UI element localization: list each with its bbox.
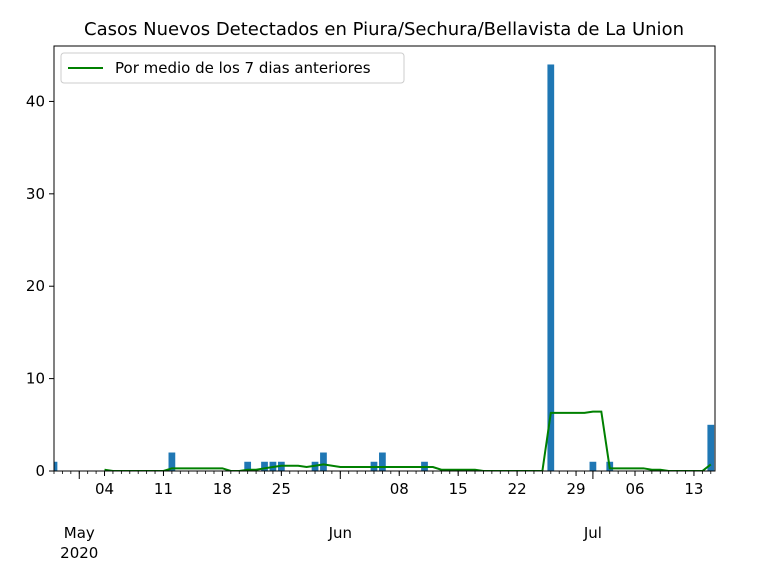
chart-title: Casos Nuevos Detectados en Piura/Sechura…	[84, 19, 684, 40]
bar-series	[54, 64, 715, 471]
bar-2020-07-15	[707, 424, 715, 471]
line-series	[104, 410, 712, 471]
x-month-label-2020-06-01: Jun	[328, 524, 352, 542]
bar-2020-06-06	[379, 452, 386, 471]
x-month-label-2020-07-01: Jul	[583, 524, 602, 542]
x-year-label: 2020	[60, 544, 98, 562]
y-tick-label-0: 0	[35, 462, 45, 480]
y-tick-label-30: 30	[26, 185, 45, 203]
legend-label: Por medio de los 7 dias anteriores	[115, 59, 371, 77]
x-tick-label-2020-05-04: 04	[95, 480, 114, 498]
x-tick-label-2020-05-18: 18	[213, 480, 232, 498]
x-tick-label-2020-06-15: 15	[449, 480, 468, 498]
x-tick-label-2020-05-25: 25	[272, 480, 291, 498]
x-tick-label-2020-05-11: 11	[154, 480, 173, 498]
y-tick-label-20: 20	[26, 277, 45, 295]
legend: Por medio de los 7 dias anteriores	[60, 52, 405, 84]
moving-average-line	[104, 410, 712, 471]
bar-2020-05-30	[320, 452, 327, 471]
bar-2020-07-01	[589, 461, 597, 471]
y-axis: 0 10 20 30 40	[26, 92, 54, 480]
x-month-label-2020-05-01: May	[64, 524, 95, 542]
x-tick-label-2020-07-13: 13	[684, 480, 703, 498]
axes-frame	[53, 45, 716, 472]
bar-2020-05-21	[244, 461, 252, 471]
bar-2020-06-26	[547, 64, 555, 471]
x-tick-label-2020-07-06: 06	[625, 480, 644, 498]
y-tick-label-40: 40	[26, 92, 45, 110]
y-tick-label-10: 10	[26, 370, 45, 388]
legend-box	[60, 52, 405, 84]
bar-2020-05-12	[168, 452, 176, 471]
x-axis: 04 11 18 25 08 15 22 29 06 13 May 2020 Jun Jul	[53, 471, 712, 562]
bar-2020-05-23	[261, 461, 268, 471]
x-tick-label-2020-06-29: 29	[567, 480, 586, 498]
x-tick-label-2020-06-22: 22	[508, 480, 527, 498]
bar-2020-04-28	[54, 461, 58, 471]
x-tick-label-2020-06-08: 08	[390, 480, 409, 498]
